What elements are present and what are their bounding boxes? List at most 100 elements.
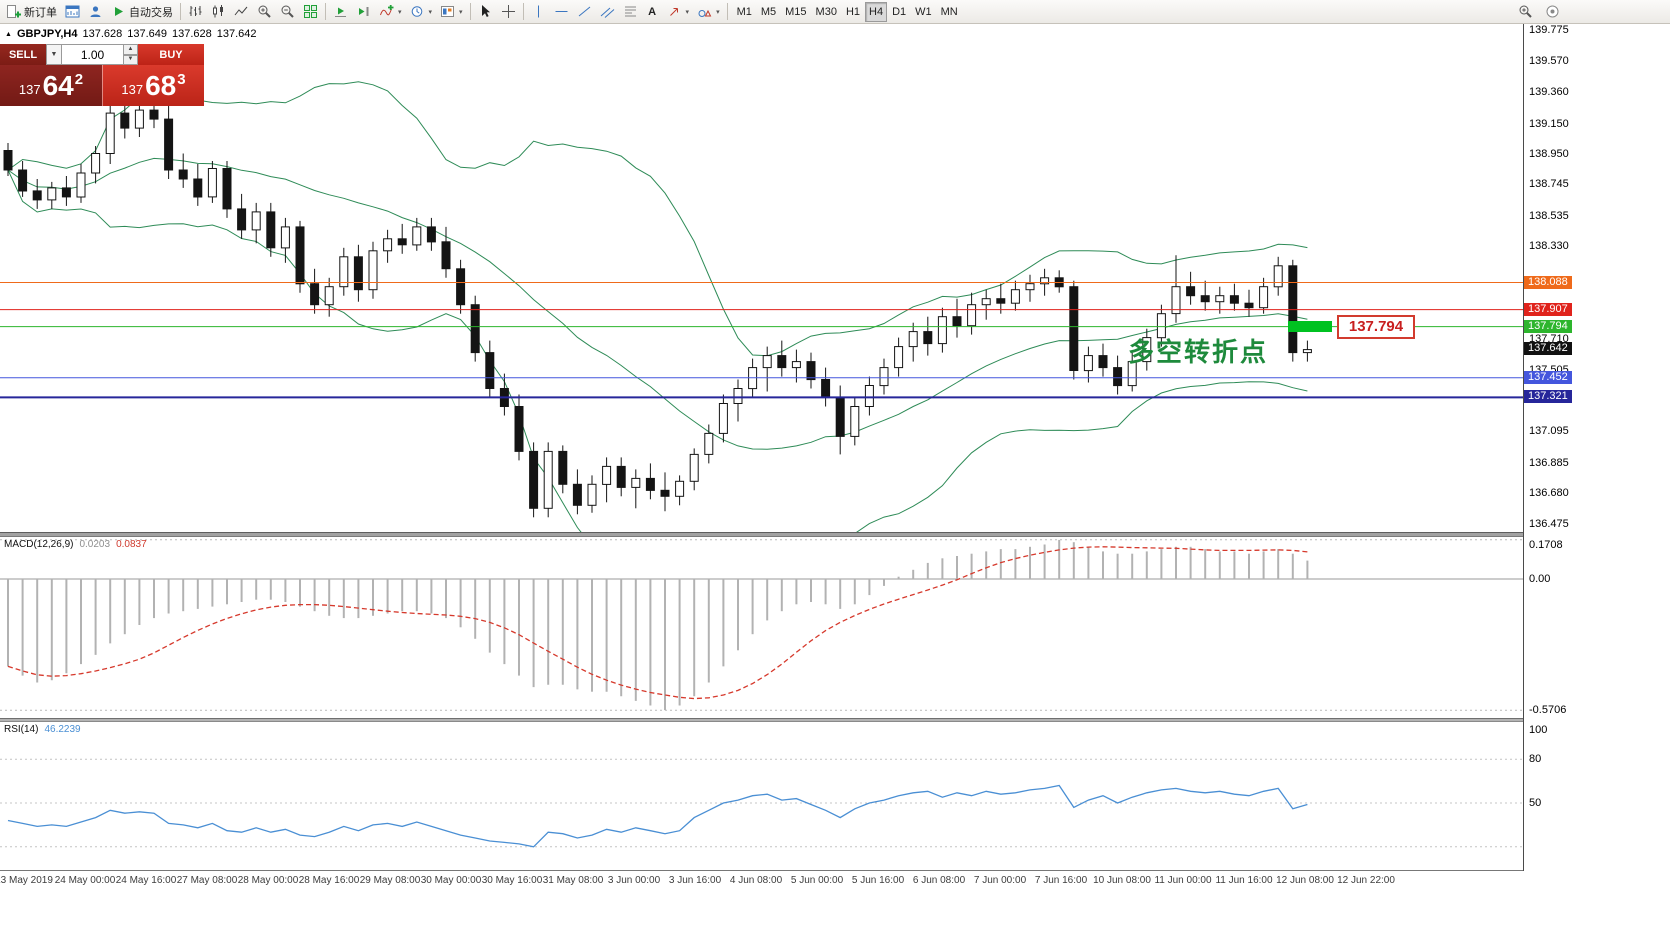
macd-panel[interactable]: MACD(12,26,9) 0.0203 0.0837 xyxy=(0,537,1523,718)
price-tick: 139.360 xyxy=(1529,86,1569,98)
zoom-out-icon xyxy=(281,5,294,18)
timeframe-d1-button[interactable]: D1 xyxy=(888,2,910,22)
search-button[interactable] xyxy=(1514,2,1537,22)
trade-options-dropdown[interactable]: ▼ xyxy=(46,44,62,65)
channel-tool-button[interactable] xyxy=(596,2,619,22)
quote-high: 137.649 xyxy=(127,28,167,40)
candle-chart-icon xyxy=(213,5,223,18)
community-icon xyxy=(1546,5,1559,18)
autotrade-button[interactable]: 自动交易 xyxy=(107,2,177,22)
auto-scroll-button[interactable] xyxy=(329,2,352,22)
timeframe-mn-button[interactable]: MN xyxy=(937,2,962,22)
rsi-label: RSI(14) 46.2239 xyxy=(4,724,81,735)
volume-down-button[interactable]: ▼ xyxy=(124,54,138,65)
new-order-button[interactable]: 新订单 xyxy=(2,2,61,22)
toolbar-separator xyxy=(726,3,728,20)
chevron-down-icon: ▾ xyxy=(716,8,720,16)
trendline-tool-button[interactable] xyxy=(573,2,596,22)
template-icon xyxy=(441,6,455,17)
tile-windows-button[interactable] xyxy=(299,2,322,22)
autotrade-label: 自动交易 xyxy=(129,6,173,19)
macd-axis-label: 0.00 xyxy=(1529,573,1551,585)
chart-shift-button[interactable] xyxy=(352,2,375,22)
vertical-line-icon xyxy=(537,5,539,18)
time-label: 23 May 2019 xyxy=(0,875,53,886)
horizontal-line-icon xyxy=(555,11,568,12)
main-chart-canvas[interactable] xyxy=(0,24,1523,532)
buy-price-button[interactable]: 137 68 3 xyxy=(102,65,204,106)
autotrade-play-icon xyxy=(115,7,123,16)
market-watch-button[interactable] xyxy=(84,2,107,22)
horizontal-line-tool-button[interactable] xyxy=(550,2,573,22)
text-tool-button[interactable]: A xyxy=(642,2,663,22)
timeframe-w1-button[interactable]: W1 xyxy=(911,2,936,22)
sell-button[interactable]: SELL xyxy=(0,44,46,65)
panel-divider[interactable] xyxy=(0,718,1523,722)
volume-spinner: ▲ ▼ xyxy=(124,44,138,65)
cursor-tool-button[interactable] xyxy=(474,2,497,22)
collapse-arrow-icon[interactable]: ▲ xyxy=(5,30,12,38)
timeframe-m30-button[interactable]: M30 xyxy=(812,2,841,22)
search-icon xyxy=(1519,5,1532,18)
time-axis[interactable]: 23 May 2019 24 May 00:00 24 May 16:00 27 Ma… xyxy=(0,871,1523,893)
quote-close: 137.642 xyxy=(216,28,257,40)
time-label: 5 Jun 00:00 xyxy=(790,875,844,886)
macd-signal-value: 0.0837 xyxy=(116,539,147,550)
charts-window-button[interactable] xyxy=(61,2,84,22)
timeframe-m1-button[interactable]: M1 xyxy=(733,2,756,22)
time-label: 5 Jun 16:00 xyxy=(851,875,905,886)
zoom-in-button[interactable] xyxy=(253,2,276,22)
fibonacci-icon xyxy=(624,6,636,17)
periods-button[interactable]: ▾ xyxy=(406,2,437,22)
time-label: 11 Jun 16:00 xyxy=(1215,875,1273,886)
buy-price-base: 137 xyxy=(121,82,144,97)
price-axis-border xyxy=(1523,24,1524,871)
toolbar-separator xyxy=(180,3,181,20)
main-chart-panel[interactable]: ▲ GBPJPY,H4 137.628 137.649 137.628 137.… xyxy=(0,24,1523,532)
quote-symbol: GBPJPY,H4 xyxy=(16,28,78,40)
volume-up-button[interactable]: ▲ xyxy=(124,44,138,55)
volume-input[interactable] xyxy=(62,44,124,65)
bar-chart-button[interactable] xyxy=(184,2,207,22)
sell-price-sup: 2 xyxy=(74,71,84,88)
line-chart-button[interactable] xyxy=(230,2,253,22)
time-label: 30 May 00:00 xyxy=(420,875,482,886)
timeframe-h4-button[interactable]: H4 xyxy=(865,1,888,22)
rsi-canvas[interactable] xyxy=(0,722,1523,870)
rsi-axis-label: 100 xyxy=(1529,724,1548,736)
macd-canvas[interactable] xyxy=(0,537,1523,718)
time-label: 10 Jun 08:00 xyxy=(1093,875,1151,886)
clock-icon xyxy=(411,6,422,17)
time-label: 31 May 08:00 xyxy=(542,875,604,886)
vertical-line-tool-button[interactable] xyxy=(527,2,550,22)
buy-button[interactable]: BUY xyxy=(138,44,204,65)
sell-price-big: 64 xyxy=(42,69,74,101)
turning-point-annotation[interactable]: 多空转折点 xyxy=(1128,338,1269,368)
candle-chart-button[interactable] xyxy=(207,2,230,22)
indicators-button[interactable]: ▾ xyxy=(375,2,406,22)
rsi-name: RSI(14) xyxy=(4,724,39,735)
crosshair-tool-button[interactable] xyxy=(497,2,520,22)
panel-divider[interactable] xyxy=(0,532,1523,537)
sell-price-button[interactable]: 137 64 2 xyxy=(0,65,102,106)
price-tick: 136.475 xyxy=(1529,518,1569,530)
arrows-tool-button[interactable]: ▾ xyxy=(663,2,694,22)
macd-axis-label: -0.5706 xyxy=(1529,704,1567,716)
price-axis[interactable]: 139.775 139.570 139.360 139.150 138.950 138.7… xyxy=(1523,0,1670,949)
templates-button[interactable]: ▾ xyxy=(436,2,467,22)
price-tick: 139.775 xyxy=(1529,24,1569,36)
price-badge: 137.642 xyxy=(1524,342,1572,355)
community-button[interactable] xyxy=(1541,2,1564,22)
timeframe-h1-button[interactable]: H1 xyxy=(842,2,864,22)
price-tag-label[interactable]: 137.794 xyxy=(1337,315,1415,339)
timeframe-m15-button[interactable]: M15 xyxy=(781,2,810,22)
auto-scroll-icon xyxy=(335,7,346,17)
timeframe-m5-button[interactable]: M5 xyxy=(757,2,780,22)
rsi-panel[interactable]: RSI(14) 46.2239 xyxy=(0,722,1523,871)
shapes-tool-button[interactable]: ▾ xyxy=(693,2,724,22)
fibonacci-tool-button[interactable] xyxy=(619,2,642,22)
price-highlight-bar[interactable] xyxy=(1288,321,1332,332)
chevron-down-icon: ▾ xyxy=(459,8,463,16)
zoom-out-button[interactable] xyxy=(276,2,299,22)
